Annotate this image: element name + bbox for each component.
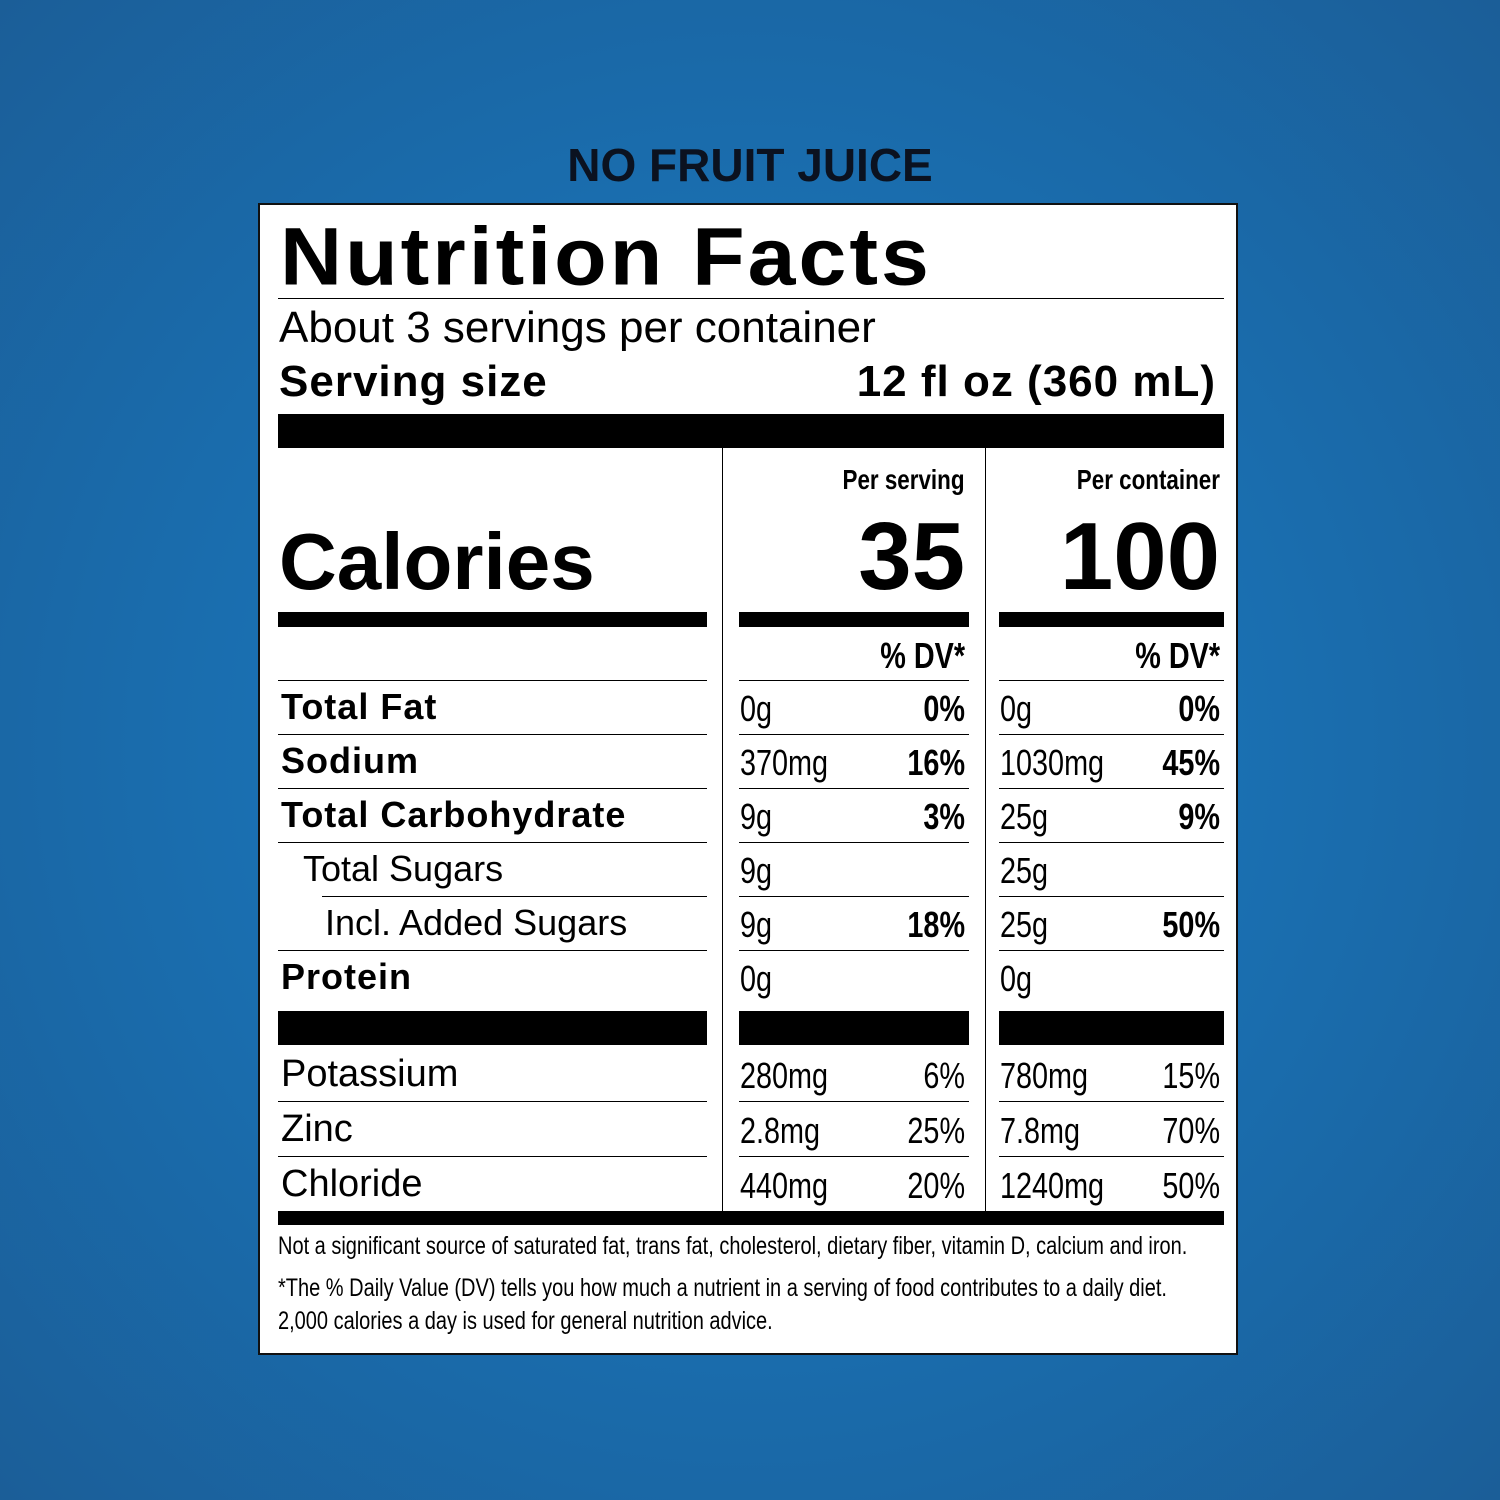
rule-line	[999, 950, 1224, 951]
rule-line	[739, 788, 969, 789]
dv-header: % DV*	[880, 635, 965, 676]
rule-line	[739, 680, 969, 681]
rule-line	[278, 842, 707, 843]
rule-line	[999, 734, 1224, 735]
daily-value: 15%	[1162, 1054, 1220, 1096]
calories-value: 100	[1059, 503, 1220, 610]
rule-bar	[739, 1011, 969, 1045]
column-divider	[985, 448, 986, 1211]
calories-label: Calories	[279, 517, 595, 606]
nutrient-name: Protein	[281, 956, 413, 997]
amount: 0g	[1000, 688, 1033, 729]
amount: 25g	[1000, 904, 1049, 945]
nutrition-label: Nutrition Facts About 3 servings per cont…	[258, 203, 1238, 1355]
amount: 1030mg	[1000, 742, 1105, 783]
column-header: Per serving	[842, 464, 965, 495]
amount: 780mg	[1000, 1054, 1089, 1096]
rule-line	[999, 842, 1224, 843]
daily-value: 0%	[1178, 688, 1220, 729]
daily-value: 18%	[907, 904, 965, 945]
daily-value: 25%	[907, 1109, 965, 1151]
amount: 25g	[1000, 796, 1049, 837]
nutrient-name: Total Carbohydrate	[281, 794, 627, 835]
heading: NO FRUIT JUICE	[567, 139, 933, 191]
rule-line	[278, 1156, 707, 1157]
amount: 0g	[1000, 958, 1033, 999]
rule-line	[999, 680, 1224, 681]
amount: 9g	[740, 904, 773, 945]
rule-line	[999, 896, 1224, 897]
amount: 9g	[740, 850, 773, 891]
rule-line	[999, 1101, 1224, 1102]
servings: About 3 servings per container	[279, 303, 876, 352]
rule-bar	[739, 612, 969, 627]
amount: 370mg	[740, 742, 829, 783]
nutrient-name: Chloride	[281, 1162, 423, 1205]
rule-line	[739, 950, 969, 951]
rule-bar	[999, 612, 1224, 627]
footnote: *The % Daily Value (DV) tells you how mu…	[278, 1274, 1167, 1335]
daily-value: 0%	[923, 688, 965, 729]
serving-size: 12 fl oz (360 mL)	[856, 357, 1216, 406]
rule-line	[739, 842, 969, 843]
nutrient-name: Total Sugars	[303, 848, 504, 889]
nutrient-name: Total Fat	[281, 686, 438, 727]
daily-value: 3%	[923, 796, 965, 837]
daily-value: 50%	[1162, 904, 1220, 945]
rule-line	[278, 298, 1224, 299]
dv-header: % DV*	[1135, 635, 1220, 676]
rule-line	[999, 788, 1224, 789]
rule-line	[278, 788, 707, 789]
amount: 0g	[740, 688, 773, 729]
rule-bar	[278, 1211, 1224, 1225]
rule-line	[739, 734, 969, 735]
rule-line	[739, 896, 969, 897]
rule-bar	[278, 414, 1224, 448]
rule-line	[739, 1101, 969, 1102]
amount: 7.8mg	[1000, 1109, 1081, 1151]
amount: 9g	[740, 796, 773, 837]
daily-value: 70%	[1162, 1109, 1220, 1151]
amount: 0g	[740, 958, 773, 999]
daily-value: 20%	[907, 1164, 965, 1206]
rule-line	[278, 680, 707, 681]
nutrient-name: Potassium	[281, 1052, 459, 1095]
rule-line	[278, 950, 707, 951]
column-divider	[722, 448, 723, 1211]
calories-value: 35	[858, 503, 965, 610]
rule-bar	[999, 1011, 1224, 1045]
nutrient-name: Sodium	[281, 740, 419, 781]
daily-value: 6%	[923, 1054, 965, 1096]
rule-line	[278, 1101, 707, 1102]
rule-line	[739, 1156, 969, 1157]
amount: 25g	[1000, 850, 1049, 891]
daily-value: 45%	[1162, 742, 1220, 783]
rule-line	[999, 1156, 1224, 1157]
amount: 2.8mg	[740, 1109, 821, 1151]
daily-value: 16%	[907, 742, 965, 783]
title: Nutrition Facts	[280, 211, 932, 303]
column-header: Per container	[1076, 464, 1220, 495]
rule-bar	[278, 1011, 707, 1045]
rule-line	[278, 734, 707, 735]
amount: 440mg	[740, 1164, 829, 1206]
daily-value: 9%	[1178, 796, 1220, 837]
serving-size-label: Serving size	[279, 357, 548, 406]
rule-line	[322, 896, 707, 897]
nutrient-name: Incl. Added Sugars	[325, 902, 628, 943]
footnote: Not a significant source of saturated fa…	[278, 1231, 1188, 1260]
amount: 1240mg	[1000, 1164, 1105, 1206]
nutrient-name: Zinc	[281, 1107, 353, 1150]
amount: 280mg	[740, 1054, 829, 1096]
daily-value: 50%	[1162, 1164, 1220, 1206]
rule-bar	[278, 612, 707, 627]
